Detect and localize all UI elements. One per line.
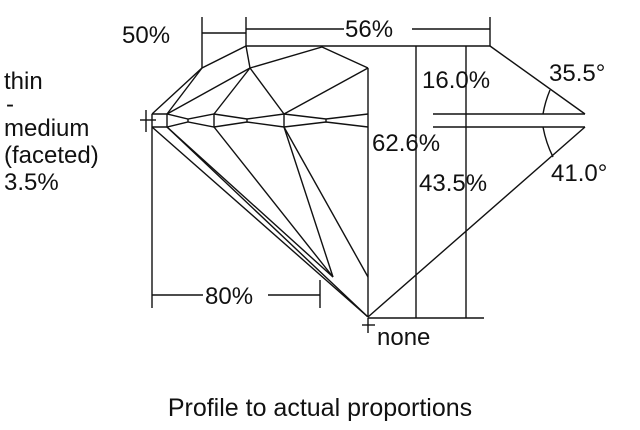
pavilion-angle-label: 41.0° <box>551 160 608 187</box>
girdle-plus-mark <box>140 110 156 132</box>
total-depth-label: 62.6% <box>372 130 441 157</box>
girdle-top <box>152 113 369 120</box>
lower-girdle-label: 80% <box>205 283 254 310</box>
girdle-label-line2: - <box>6 91 14 118</box>
table-edge <box>245 45 251 69</box>
girdle-bottom <box>152 121 369 128</box>
girdle-label-line5: 3.5% <box>4 169 59 196</box>
girdle-label-line4: (faceted) <box>4 142 99 169</box>
pavilion-depth-label: 43.5% <box>419 170 488 197</box>
star-length-label: 50% <box>122 22 171 49</box>
crown-angle-label: 35.5° <box>549 60 606 87</box>
pavilion-angle-arc <box>542 126 554 158</box>
caption: Profile to actual proportions <box>167 394 473 422</box>
culet-plus-mark <box>362 318 375 333</box>
crown-height-label: 16.0% <box>422 67 491 94</box>
crown-angle-arc <box>542 89 551 115</box>
culet-label: none <box>377 324 431 351</box>
star-facet <box>249 46 369 69</box>
table-label: 56% <box>345 16 394 43</box>
crown-outline <box>151 45 490 115</box>
girdle-label-line1: thin <box>4 68 43 95</box>
girdle-label-line3: medium <box>4 115 90 142</box>
